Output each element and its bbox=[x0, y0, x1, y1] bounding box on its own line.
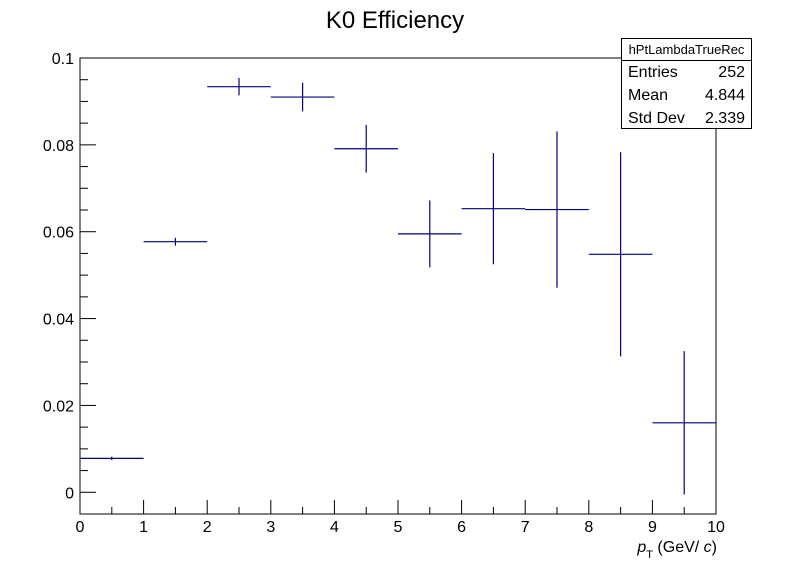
y-tick-label: 0.02 bbox=[43, 398, 74, 415]
y-axis: 0 0.02 0.04 0.06 0.08 0.1 bbox=[43, 51, 96, 515]
stats-label: Mean bbox=[628, 87, 669, 104]
stats-value: 252 bbox=[718, 64, 745, 81]
data-point bbox=[588, 152, 653, 357]
data-point bbox=[80, 456, 144, 461]
data-points bbox=[80, 77, 716, 495]
stats-label: Entries bbox=[628, 64, 678, 81]
data-point bbox=[398, 200, 462, 268]
x-tick-label: 5 bbox=[394, 519, 403, 536]
x-tick-label: 9 bbox=[648, 519, 657, 536]
x-tick-label: 7 bbox=[521, 519, 530, 536]
x-tick-label: 4 bbox=[330, 519, 339, 536]
stats-label: Std Dev bbox=[628, 110, 685, 127]
stats-row-stddev: Std Dev 2.339 bbox=[622, 107, 751, 130]
stats-row-entries: Entries 252 bbox=[622, 61, 751, 84]
chart-title: K0 Efficiency bbox=[326, 7, 464, 34]
y-tick-label: 0 bbox=[65, 485, 74, 502]
x-tick-label: 0 bbox=[76, 519, 85, 536]
y-tick-label: 0.1 bbox=[52, 51, 74, 68]
stats-box: hPtLambdaTrueRec Entries 252 Mean 4.844 … bbox=[621, 38, 752, 129]
data-point bbox=[334, 124, 398, 173]
stats-value: 4.844 bbox=[704, 87, 745, 104]
y-tick-label: 0.08 bbox=[43, 138, 74, 155]
x-tick-label: 3 bbox=[266, 519, 275, 536]
y-tick-label: 0.04 bbox=[43, 312, 74, 329]
data-point bbox=[270, 82, 335, 112]
data-point bbox=[652, 351, 716, 495]
x-tick-label: 2 bbox=[203, 519, 212, 536]
data-point bbox=[143, 237, 208, 246]
stats-row-mean: Mean 4.844 bbox=[622, 84, 751, 107]
data-point bbox=[525, 131, 589, 288]
stats-title: hPtLambdaTrueRec bbox=[622, 39, 751, 61]
x-tick-label: 6 bbox=[457, 519, 466, 536]
data-point bbox=[461, 153, 526, 265]
x-axis-label: pT (GeV/ c) bbox=[636, 539, 717, 561]
y-tick-label: 0.06 bbox=[43, 225, 74, 242]
x-tick-label: 1 bbox=[139, 519, 148, 536]
x-tick-label: 10 bbox=[707, 519, 725, 536]
x-tick-label: 8 bbox=[584, 519, 593, 536]
stats-value: 2.339 bbox=[704, 110, 745, 127]
data-point bbox=[207, 77, 271, 96]
x-axis: 0 1 2 3 4 5 6 7 8 9 10 bbox=[76, 500, 725, 536]
